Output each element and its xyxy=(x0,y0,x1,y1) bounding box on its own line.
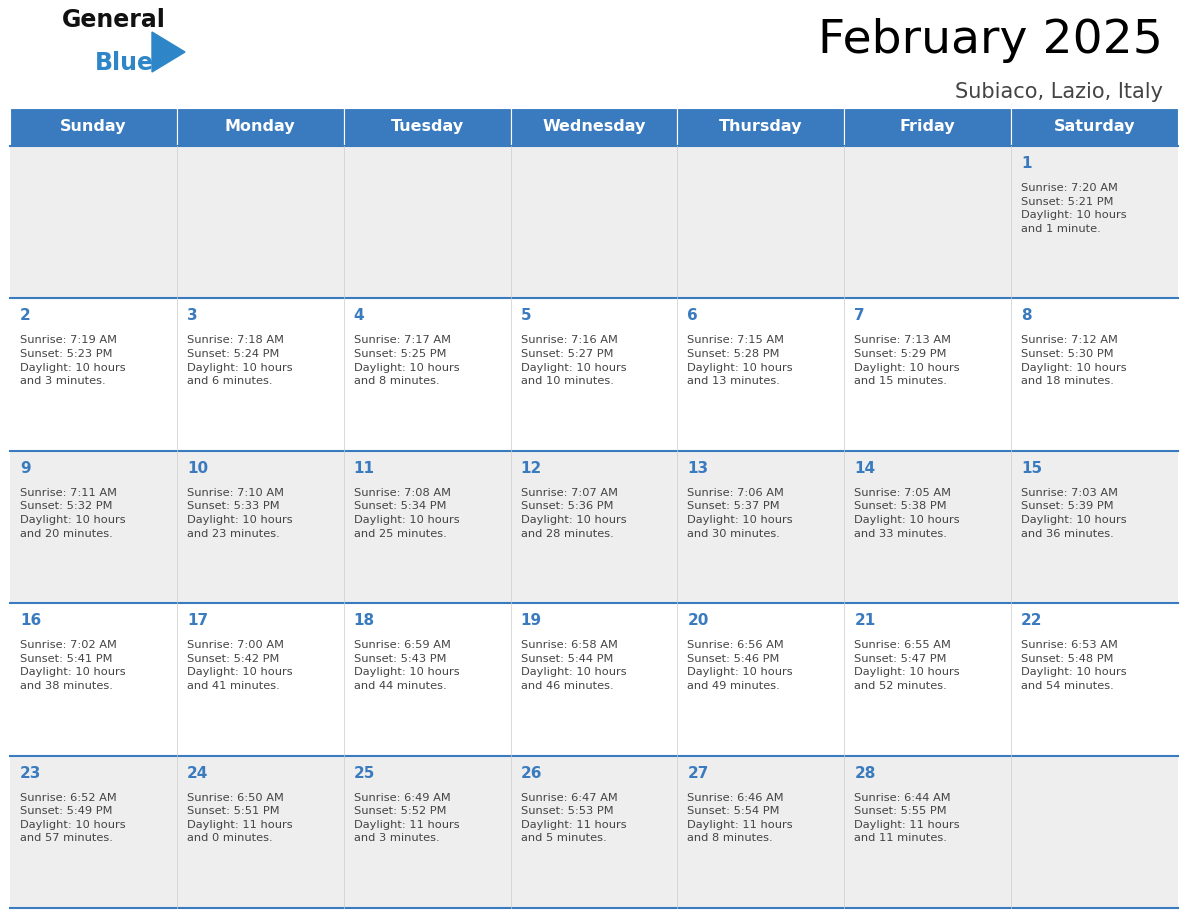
Text: Sunrise: 7:03 AM
Sunset: 5:39 PM
Daylight: 10 hours
and 36 minutes.: Sunrise: 7:03 AM Sunset: 5:39 PM Dayligh… xyxy=(1022,487,1126,539)
Bar xyxy=(511,108,677,146)
Text: 6: 6 xyxy=(688,308,699,323)
Text: 24: 24 xyxy=(187,766,208,780)
Text: 25: 25 xyxy=(354,766,375,780)
Text: Sunrise: 6:58 AM
Sunset: 5:44 PM
Daylight: 10 hours
and 46 minutes.: Sunrise: 6:58 AM Sunset: 5:44 PM Dayligh… xyxy=(520,640,626,691)
Text: Sunrise: 7:00 AM
Sunset: 5:42 PM
Daylight: 10 hours
and 41 minutes.: Sunrise: 7:00 AM Sunset: 5:42 PM Dayligh… xyxy=(187,640,292,691)
Text: 21: 21 xyxy=(854,613,876,628)
Text: 9: 9 xyxy=(20,461,31,476)
Text: 28: 28 xyxy=(854,766,876,780)
Text: 16: 16 xyxy=(20,613,42,628)
Text: Sunday: Sunday xyxy=(61,119,127,135)
Text: Monday: Monday xyxy=(225,119,296,135)
Text: Sunrise: 7:12 AM
Sunset: 5:30 PM
Daylight: 10 hours
and 18 minutes.: Sunrise: 7:12 AM Sunset: 5:30 PM Dayligh… xyxy=(1022,335,1126,386)
Text: Sunrise: 7:10 AM
Sunset: 5:33 PM
Daylight: 10 hours
and 23 minutes.: Sunrise: 7:10 AM Sunset: 5:33 PM Dayligh… xyxy=(187,487,292,539)
Text: February 2025: February 2025 xyxy=(819,18,1163,63)
Text: 12: 12 xyxy=(520,461,542,476)
Text: 18: 18 xyxy=(354,613,375,628)
Text: Sunrise: 7:06 AM
Sunset: 5:37 PM
Daylight: 10 hours
and 30 minutes.: Sunrise: 7:06 AM Sunset: 5:37 PM Dayligh… xyxy=(688,487,794,539)
Text: Sunrise: 6:55 AM
Sunset: 5:47 PM
Daylight: 10 hours
and 52 minutes.: Sunrise: 6:55 AM Sunset: 5:47 PM Dayligh… xyxy=(854,640,960,691)
Text: 3: 3 xyxy=(187,308,197,323)
Text: Sunrise: 7:02 AM
Sunset: 5:41 PM
Daylight: 10 hours
and 38 minutes.: Sunrise: 7:02 AM Sunset: 5:41 PM Dayligh… xyxy=(20,640,126,691)
Text: 27: 27 xyxy=(688,766,709,780)
Text: 4: 4 xyxy=(354,308,365,323)
Text: Sunrise: 7:05 AM
Sunset: 5:38 PM
Daylight: 10 hours
and 33 minutes.: Sunrise: 7:05 AM Sunset: 5:38 PM Dayligh… xyxy=(854,487,960,539)
Text: Sunrise: 7:19 AM
Sunset: 5:23 PM
Daylight: 10 hours
and 3 minutes.: Sunrise: 7:19 AM Sunset: 5:23 PM Dayligh… xyxy=(20,335,126,386)
Bar xyxy=(10,603,1178,756)
Text: Wednesday: Wednesday xyxy=(542,119,646,135)
Bar xyxy=(10,146,1178,298)
Bar xyxy=(1011,108,1178,146)
Text: 20: 20 xyxy=(688,613,709,628)
Text: Sunrise: 7:07 AM
Sunset: 5:36 PM
Daylight: 10 hours
and 28 minutes.: Sunrise: 7:07 AM Sunset: 5:36 PM Dayligh… xyxy=(520,487,626,539)
Text: 17: 17 xyxy=(187,613,208,628)
Text: Blue: Blue xyxy=(95,51,154,75)
Text: Sunrise: 7:11 AM
Sunset: 5:32 PM
Daylight: 10 hours
and 20 minutes.: Sunrise: 7:11 AM Sunset: 5:32 PM Dayligh… xyxy=(20,487,126,539)
Text: Sunrise: 7:18 AM
Sunset: 5:24 PM
Daylight: 10 hours
and 6 minutes.: Sunrise: 7:18 AM Sunset: 5:24 PM Dayligh… xyxy=(187,335,292,386)
Text: 8: 8 xyxy=(1022,308,1031,323)
Text: Sunrise: 6:49 AM
Sunset: 5:52 PM
Daylight: 11 hours
and 3 minutes.: Sunrise: 6:49 AM Sunset: 5:52 PM Dayligh… xyxy=(354,792,460,844)
Text: 22: 22 xyxy=(1022,613,1043,628)
Text: 14: 14 xyxy=(854,461,876,476)
Text: 5: 5 xyxy=(520,308,531,323)
Bar xyxy=(343,108,511,146)
Text: 10: 10 xyxy=(187,461,208,476)
Text: Sunrise: 7:08 AM
Sunset: 5:34 PM
Daylight: 10 hours
and 25 minutes.: Sunrise: 7:08 AM Sunset: 5:34 PM Dayligh… xyxy=(354,487,460,539)
Bar xyxy=(677,108,845,146)
Text: Sunrise: 6:44 AM
Sunset: 5:55 PM
Daylight: 11 hours
and 11 minutes.: Sunrise: 6:44 AM Sunset: 5:55 PM Dayligh… xyxy=(854,792,960,844)
Text: 19: 19 xyxy=(520,613,542,628)
Text: 26: 26 xyxy=(520,766,542,780)
Text: Saturday: Saturday xyxy=(1054,119,1136,135)
Bar xyxy=(845,108,1011,146)
Polygon shape xyxy=(152,32,185,72)
Text: Friday: Friday xyxy=(899,119,955,135)
Text: Sunrise: 6:56 AM
Sunset: 5:46 PM
Daylight: 10 hours
and 49 minutes.: Sunrise: 6:56 AM Sunset: 5:46 PM Dayligh… xyxy=(688,640,794,691)
Text: 7: 7 xyxy=(854,308,865,323)
Bar xyxy=(10,451,1178,603)
Text: 2: 2 xyxy=(20,308,31,323)
Text: 13: 13 xyxy=(688,461,708,476)
Text: 23: 23 xyxy=(20,766,42,780)
Text: Sunrise: 6:46 AM
Sunset: 5:54 PM
Daylight: 11 hours
and 8 minutes.: Sunrise: 6:46 AM Sunset: 5:54 PM Dayligh… xyxy=(688,792,794,844)
Text: Sunrise: 7:13 AM
Sunset: 5:29 PM
Daylight: 10 hours
and 15 minutes.: Sunrise: 7:13 AM Sunset: 5:29 PM Dayligh… xyxy=(854,335,960,386)
Text: Thursday: Thursday xyxy=(719,119,803,135)
Text: 11: 11 xyxy=(354,461,374,476)
Text: Sunrise: 6:52 AM
Sunset: 5:49 PM
Daylight: 10 hours
and 57 minutes.: Sunrise: 6:52 AM Sunset: 5:49 PM Dayligh… xyxy=(20,792,126,844)
Text: Tuesday: Tuesday xyxy=(391,119,463,135)
Text: Sunrise: 7:15 AM
Sunset: 5:28 PM
Daylight: 10 hours
and 13 minutes.: Sunrise: 7:15 AM Sunset: 5:28 PM Dayligh… xyxy=(688,335,794,386)
Bar xyxy=(10,108,177,146)
Text: Sunrise: 7:17 AM
Sunset: 5:25 PM
Daylight: 10 hours
and 8 minutes.: Sunrise: 7:17 AM Sunset: 5:25 PM Dayligh… xyxy=(354,335,460,386)
Text: Sunrise: 7:20 AM
Sunset: 5:21 PM
Daylight: 10 hours
and 1 minute.: Sunrise: 7:20 AM Sunset: 5:21 PM Dayligh… xyxy=(1022,183,1126,234)
Text: Sunrise: 7:16 AM
Sunset: 5:27 PM
Daylight: 10 hours
and 10 minutes.: Sunrise: 7:16 AM Sunset: 5:27 PM Dayligh… xyxy=(520,335,626,386)
Bar xyxy=(177,108,343,146)
Text: 15: 15 xyxy=(1022,461,1042,476)
Text: Sunrise: 6:47 AM
Sunset: 5:53 PM
Daylight: 11 hours
and 5 minutes.: Sunrise: 6:47 AM Sunset: 5:53 PM Dayligh… xyxy=(520,792,626,844)
Text: 1: 1 xyxy=(1022,156,1031,171)
Text: General: General xyxy=(62,8,166,32)
Bar xyxy=(10,298,1178,451)
Text: Sunrise: 6:53 AM
Sunset: 5:48 PM
Daylight: 10 hours
and 54 minutes.: Sunrise: 6:53 AM Sunset: 5:48 PM Dayligh… xyxy=(1022,640,1126,691)
Bar xyxy=(10,756,1178,908)
Text: Subiaco, Lazio, Italy: Subiaco, Lazio, Italy xyxy=(955,82,1163,102)
Text: Sunrise: 6:59 AM
Sunset: 5:43 PM
Daylight: 10 hours
and 44 minutes.: Sunrise: 6:59 AM Sunset: 5:43 PM Dayligh… xyxy=(354,640,460,691)
Text: Sunrise: 6:50 AM
Sunset: 5:51 PM
Daylight: 11 hours
and 0 minutes.: Sunrise: 6:50 AM Sunset: 5:51 PM Dayligh… xyxy=(187,792,292,844)
